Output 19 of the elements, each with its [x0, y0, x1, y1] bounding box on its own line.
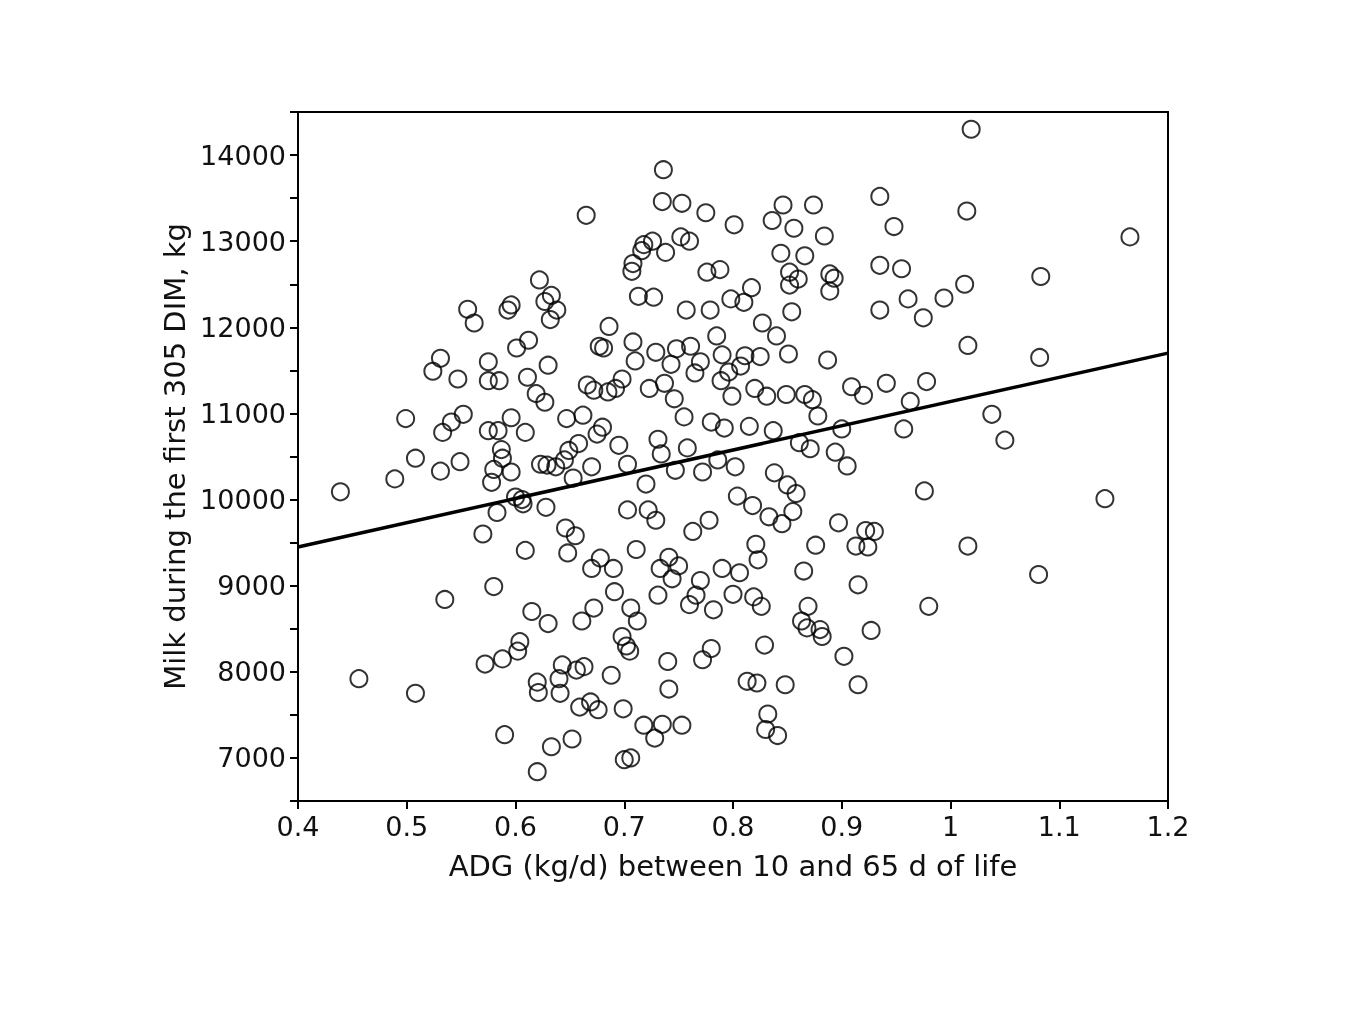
y-tick-label: 11000 — [200, 397, 286, 429]
x-tick-label: 1 — [941, 811, 960, 842]
y-tick-label: 8000 — [217, 656, 286, 688]
y-axis-title: Milk during the first 305 DIM, kg — [157, 223, 192, 690]
x-axis-title: ADG (kg/d) between 10 and 65 d of life — [448, 848, 1018, 883]
x-tick-label: 0.5 — [385, 811, 429, 842]
y-tick-label: 12000 — [200, 311, 286, 343]
x-tick-label: 1.2 — [1146, 811, 1190, 842]
x-tick-label: 0.6 — [494, 811, 537, 842]
x-tick-label: 0.4 — [276, 811, 320, 842]
x-tick-label: 0.8 — [711, 811, 755, 842]
y-tick-label: 9000 — [217, 570, 286, 602]
y-tick-label: 14000 — [200, 139, 286, 171]
y-tick-label: 13000 — [200, 225, 286, 257]
y-tick-label: 7000 — [217, 742, 286, 774]
x-tick-label: 0.7 — [602, 811, 646, 842]
x-tick-label: 1.1 — [1037, 811, 1081, 842]
y-tick-label: 10000 — [200, 484, 286, 516]
x-tick-label: 0.9 — [820, 811, 864, 842]
